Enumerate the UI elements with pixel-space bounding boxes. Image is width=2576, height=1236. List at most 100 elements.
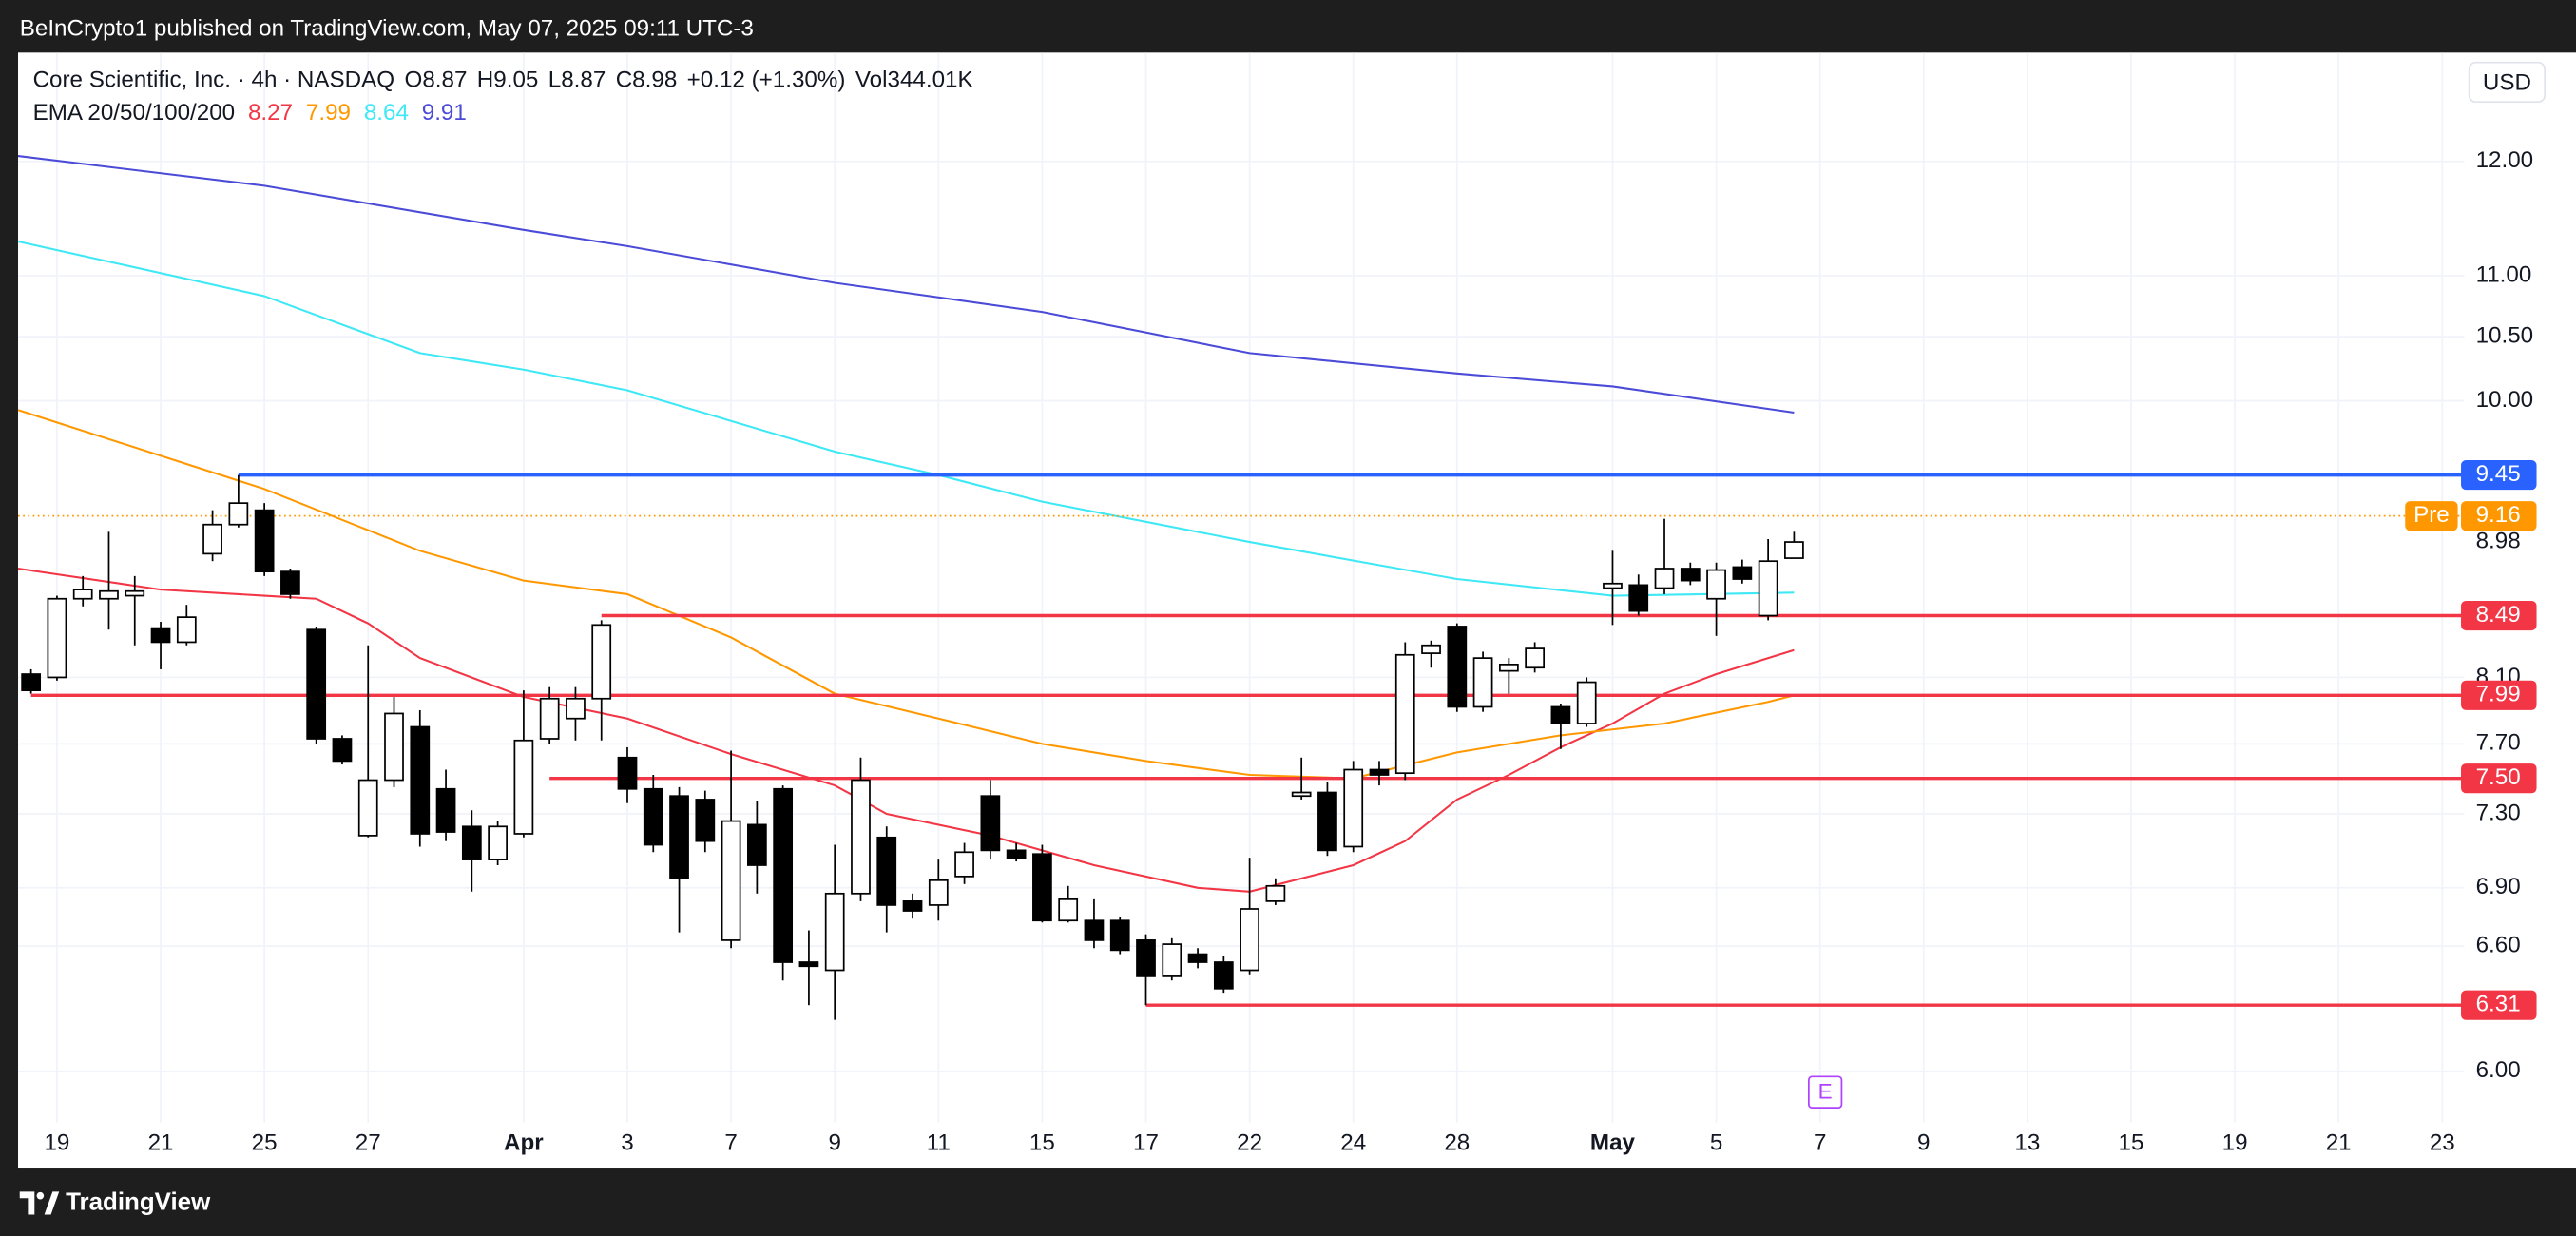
candle-body xyxy=(1265,884,1286,902)
tv-logo xyxy=(19,1191,60,1215)
x-tick-label: 19 xyxy=(44,1130,69,1156)
candle-body xyxy=(1447,626,1468,708)
candle-body xyxy=(21,673,42,692)
candle-body xyxy=(902,900,923,912)
candle-body xyxy=(1732,566,1753,580)
candle-body xyxy=(617,756,638,790)
ohlc-value: 8.98 xyxy=(632,66,678,92)
x-tick-label: 15 xyxy=(1029,1130,1055,1156)
candle-body xyxy=(1291,791,1312,798)
candle-body xyxy=(954,851,974,878)
candle-body xyxy=(539,697,560,740)
y-tick-label: 10.50 xyxy=(2476,323,2534,349)
x-tick-label: 27 xyxy=(356,1130,381,1156)
indicator: EMA 20/50/100/200 xyxy=(32,98,236,126)
candle-body xyxy=(980,795,1001,852)
candle-body xyxy=(410,725,431,835)
candle-body xyxy=(1187,953,1208,963)
candle-body xyxy=(1421,644,1441,654)
x-tick-label: 7 xyxy=(724,1130,737,1156)
top-bar xyxy=(0,0,2576,53)
ohlc-label: L xyxy=(548,66,562,92)
x-tick-label: 21 xyxy=(148,1130,174,1156)
ohlc-label: O xyxy=(404,66,423,92)
candle-body xyxy=(202,523,222,555)
currency-box[interactable] xyxy=(2468,61,2547,104)
pre-price-label: 9.16 xyxy=(2476,502,2521,528)
bottom-bar xyxy=(0,1168,2576,1236)
x-tick-label: 15 xyxy=(2119,1130,2144,1156)
level-label: 8.49 xyxy=(2476,602,2521,628)
pre-tag-box xyxy=(2405,501,2458,531)
candle-body xyxy=(876,836,897,906)
x-tick-label: May xyxy=(1590,1130,1636,1156)
ohlc-value: 8.87 xyxy=(561,66,606,92)
y-tick-label: 6.00 xyxy=(2476,1057,2521,1083)
candle-body xyxy=(643,787,663,846)
candle-body xyxy=(1680,568,1701,582)
brand: TradingView xyxy=(66,1188,211,1215)
ohlc-value: 9.05 xyxy=(493,66,539,92)
x-tick-label: 28 xyxy=(1444,1130,1470,1156)
candle-body xyxy=(461,825,482,860)
candle-body xyxy=(1603,582,1623,589)
publish-info: BeInCrypto1 published on TradingView.com… xyxy=(20,16,754,42)
last-price-box xyxy=(2461,527,2537,557)
ema-line xyxy=(17,155,1795,415)
candle-body xyxy=(1343,768,1364,848)
candle-body xyxy=(228,502,249,526)
candle-body xyxy=(1784,541,1804,559)
earnings-marker xyxy=(1807,1075,1843,1110)
x-tick-label: 23 xyxy=(2430,1130,2455,1156)
candle-body xyxy=(1162,943,1182,977)
ohlc-label: C xyxy=(615,66,633,92)
candle-body xyxy=(851,779,871,895)
ema-value: 9.91 xyxy=(421,98,467,126)
x-tick-label: 24 xyxy=(1340,1130,1366,1156)
level-label: 7.50 xyxy=(2476,764,2521,790)
candle-body xyxy=(928,879,949,906)
candle-body xyxy=(1472,657,1493,708)
candle-body xyxy=(72,589,93,600)
plot: 19 21 25 27 Apr 3 7 9 11 15 17 22 24 28 May 5 7 9 13 15 19 21… xyxy=(17,52,2576,1156)
candle-body xyxy=(99,589,119,600)
legend-main: Core Scientific, Inc. · 4h · NASDAQ O 8.8… xyxy=(33,66,973,92)
candle-body xyxy=(176,616,197,644)
x-tick-label: 22 xyxy=(1237,1130,1262,1156)
level-label-box xyxy=(2461,763,2537,794)
x-tick-label: 9 xyxy=(1917,1130,1930,1156)
pre-tag: Pre xyxy=(2413,502,2450,528)
y-tick-label: 7.30 xyxy=(2476,800,2521,825)
candle-body xyxy=(824,892,845,972)
ohlc-label: H xyxy=(476,66,494,92)
level-label: 7.99 xyxy=(2476,682,2521,707)
candle-body xyxy=(306,628,327,740)
level-label: 6.31 xyxy=(2476,992,2521,1017)
ema-values: 8.27 7.99 8.64 9.91 xyxy=(235,99,467,126)
ohlc: O 8.87 H 9.05 L 8.87 C 8.98 xyxy=(394,66,677,92)
volume: 344.01K xyxy=(887,66,973,92)
x-tick-label: 11 xyxy=(927,1130,951,1156)
candle-body xyxy=(1628,584,1649,612)
x-tick-label: 17 xyxy=(1133,1130,1159,1156)
x-tick-label: Apr xyxy=(504,1130,544,1156)
ohlc-value: 8.87 xyxy=(422,66,468,92)
y-tick-label: 12.00 xyxy=(2476,147,2534,173)
level-label-box xyxy=(2461,990,2537,1020)
candle-body xyxy=(721,820,741,941)
currency[interactable]: USD xyxy=(2483,70,2531,96)
symbol: Core Scientific, Inc. · 4h · NASDAQ xyxy=(32,66,395,92)
candle-body xyxy=(332,738,353,763)
candle-body xyxy=(747,823,767,866)
legend-ema: EMA 20/50/100/200 8.27 7.99 8.64 9.91 xyxy=(33,99,467,126)
candle-body xyxy=(254,509,275,573)
candle-body xyxy=(1654,568,1675,589)
candle-body xyxy=(1317,791,1337,852)
candle-body xyxy=(669,795,689,879)
x-tick-label: 5 xyxy=(1710,1130,1722,1156)
candle-body xyxy=(435,787,456,833)
x-tick-label: 13 xyxy=(2014,1130,2040,1156)
candle-body xyxy=(1369,768,1390,776)
candle-body xyxy=(513,739,534,835)
